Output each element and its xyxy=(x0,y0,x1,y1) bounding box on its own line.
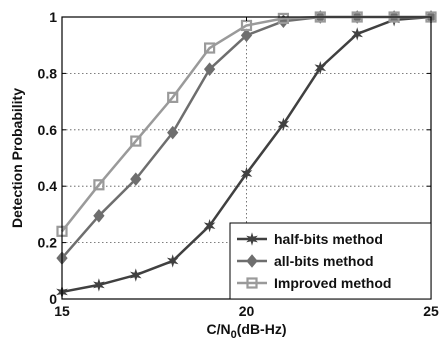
data-point xyxy=(167,91,179,103)
legend-marker xyxy=(246,254,258,268)
data-point xyxy=(314,61,327,75)
data-point xyxy=(240,28,253,43)
y-tick-label: 0.2 xyxy=(38,235,58,251)
data-point xyxy=(277,117,290,131)
data-point xyxy=(93,278,105,292)
x-tick-label: 20 xyxy=(239,303,255,319)
data-point xyxy=(240,166,253,181)
data-point xyxy=(277,12,289,25)
legend-marker xyxy=(246,277,258,289)
legend-entry: half-bits method xyxy=(237,231,383,247)
legend-label: all-bits method xyxy=(274,253,374,269)
data-point xyxy=(129,268,142,282)
data-point xyxy=(167,125,179,140)
data-point xyxy=(93,179,105,191)
x-axis-label-subscript: 0 xyxy=(231,329,237,341)
legend-label: Improved method xyxy=(274,275,391,291)
data-point xyxy=(93,209,105,223)
legend-label: half-bits method xyxy=(274,231,383,247)
data-point xyxy=(204,42,216,54)
y-tick-label: 1 xyxy=(49,9,57,25)
y-tick-label: 0.6 xyxy=(38,122,58,138)
y-tick-label: 0.4 xyxy=(38,178,58,194)
legend-entry: all-bits method xyxy=(237,253,374,269)
legend-marker xyxy=(246,232,258,246)
y-axis-tick-labels: 0 0.2 0.4 0.6 0.8 1 xyxy=(38,9,58,307)
x-axis-label-unit: (dB-Hz) xyxy=(237,321,287,337)
x-axis-tick-labels: 15 20 25 xyxy=(54,303,439,319)
data-point xyxy=(130,135,142,147)
y-tick-label: 0 xyxy=(49,291,57,307)
data-point xyxy=(351,27,364,41)
data-point xyxy=(203,218,216,233)
x-tick-label: 25 xyxy=(423,303,439,319)
x-tick-label: 15 xyxy=(54,303,70,319)
legend: half-bits method all-bits method Improved … xyxy=(229,222,432,300)
data-point xyxy=(130,172,142,186)
legend-entry: Improved method xyxy=(237,275,391,291)
data-point xyxy=(166,254,179,268)
y-tick-label: 0.8 xyxy=(38,65,58,81)
x-axis-label: C/N0(dB-Hz) xyxy=(206,321,286,341)
data-point xyxy=(203,62,216,76)
x-axis-label-main: C/N xyxy=(206,321,230,337)
y-axis-label: Detection Probability xyxy=(9,88,25,228)
